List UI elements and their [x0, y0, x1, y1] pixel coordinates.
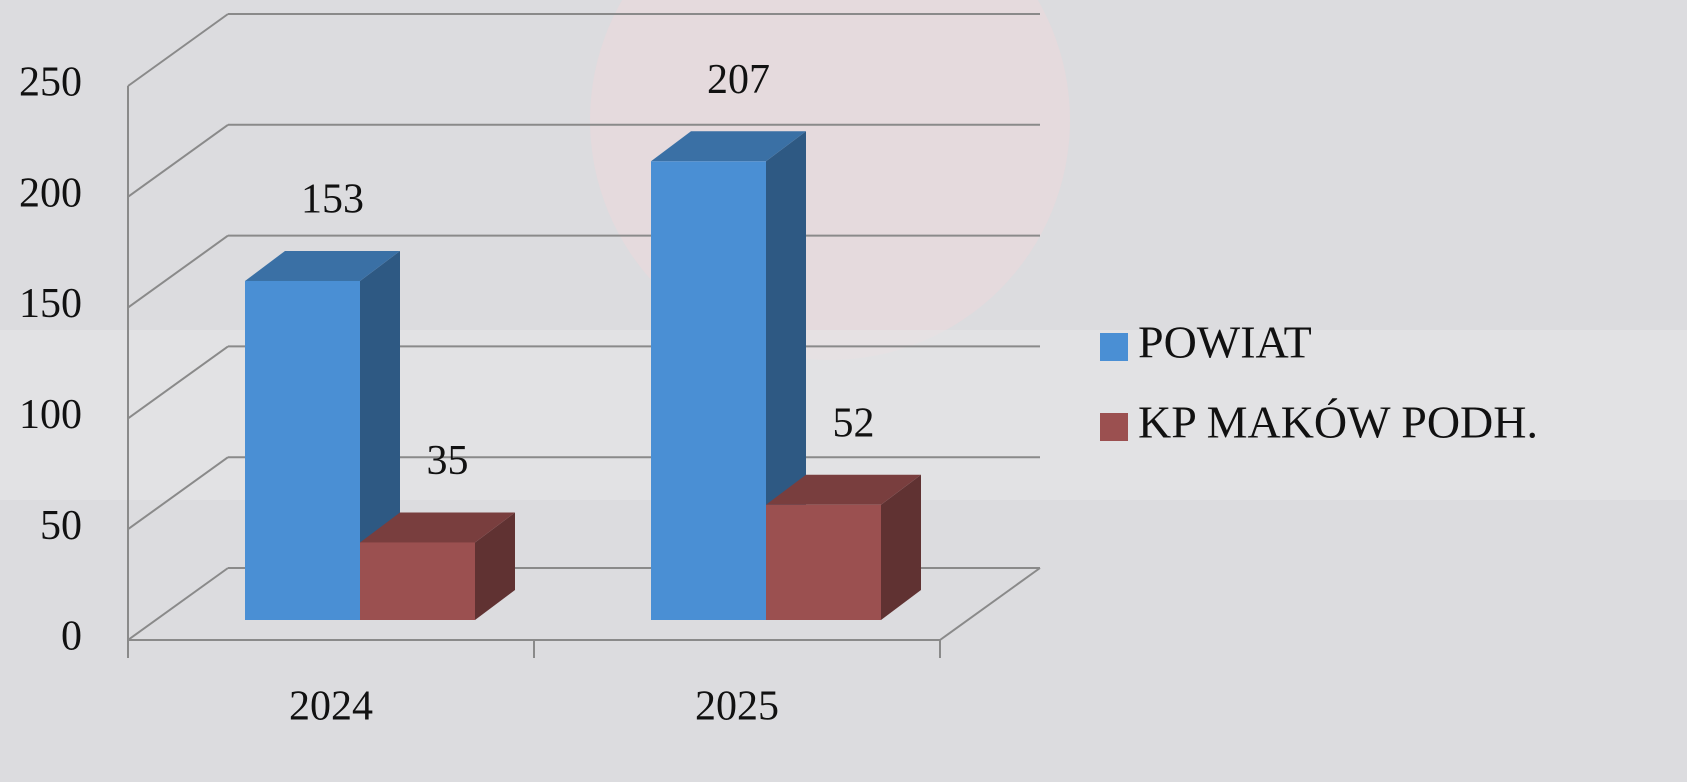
y-tick-label: 200	[19, 170, 82, 216]
bar	[245, 281, 360, 620]
data-label: 207	[707, 57, 770, 103]
y-tick-label: 50	[40, 503, 82, 549]
y-tick-label: 250	[19, 60, 82, 106]
y-tick-label: 100	[19, 392, 82, 438]
legend-swatch	[1100, 413, 1128, 441]
bar	[766, 505, 881, 620]
y-tick-label: 150	[19, 281, 82, 327]
x-tick-label: 2025	[695, 684, 779, 730]
y-tick-label: 0	[61, 614, 82, 660]
chart: 0 50 100 150 200 250 2024 153 35 2025 207 52 POWIAT K…	[0, 0, 1687, 782]
bar	[651, 161, 766, 620]
x-tick-label: 2024	[289, 684, 373, 730]
legend-swatch	[1100, 333, 1128, 361]
bar	[360, 542, 475, 620]
data-label: 153	[301, 177, 364, 223]
legend-label: POWIAT	[1138, 317, 1312, 368]
legend-label: KP MAKÓW PODH.	[1138, 397, 1538, 448]
data-label: 35	[427, 438, 469, 484]
page: 0 50 100 150 200 250 2024 153 35 2025 207 52 POWIAT K…	[0, 0, 1687, 782]
data-label: 52	[833, 400, 875, 446]
